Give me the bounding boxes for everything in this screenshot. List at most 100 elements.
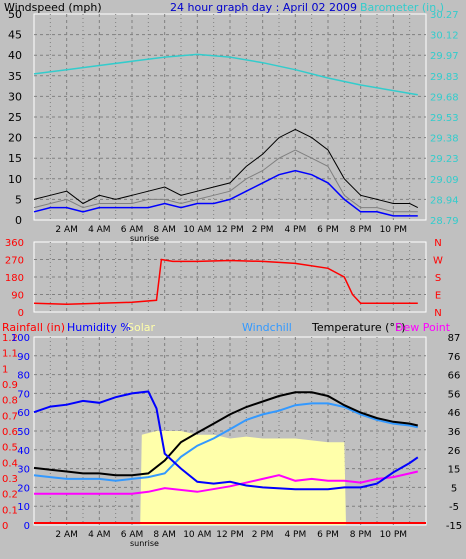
humidity-axis-title: Humidity % (67, 321, 131, 334)
series-line-dew-point (34, 470, 419, 495)
wind-panel-y2-ticks: 30.27 30.12 29.97 29.83 29.68 29.53 29.38 29.23… (430, 10, 459, 227)
series-line-wind-direction (33, 258, 418, 305)
temperature-tick-label: 5 (451, 483, 457, 494)
y2-tick-label: 29.53 (430, 113, 459, 124)
humidity-tick-label: 0 (24, 521, 30, 532)
x-tick-label: 12 PM (216, 225, 244, 235)
y2-tick-label: 29.38 (430, 134, 459, 145)
temperature-tick-label: 66 (448, 371, 461, 382)
y-tick-label: 180 (5, 273, 24, 284)
y-tick-label: 45 (8, 29, 22, 42)
temperature-tick-label: 87 (448, 333, 461, 344)
rain-tick-label: 1.1 (2, 349, 18, 360)
x-tick-label: 6 AM (121, 530, 144, 540)
y2-tick-label: 30.12 (430, 31, 459, 42)
humidity-tick-label: 60 (17, 408, 30, 419)
temperature-tick-label: 36 (448, 427, 461, 438)
series-line-barometer (33, 53, 418, 96)
y-tick-label: 5 (15, 193, 22, 206)
x-tick-label: 10 PM (380, 225, 408, 235)
y2-tick-label: 29.68 (430, 92, 459, 103)
compass-tick-label: N (434, 238, 441, 249)
direction-panel-plot (33, 241, 427, 313)
x-tick-label: 6 PM (317, 225, 339, 235)
temperature-tick-label: 26 (448, 446, 461, 457)
series-line-windchill (33, 402, 419, 482)
rain-tick-label: 0.1 (2, 505, 18, 516)
y-tick-label: 20 (8, 132, 22, 145)
y2-tick-label: 29.09 (430, 175, 459, 186)
direction-panel-grid (34, 242, 426, 312)
y-tick-label: 360 (5, 238, 24, 249)
rain-tick-label: 1 (2, 364, 8, 375)
rainfall-axis-title: Rainfall (in) (2, 321, 65, 334)
y-tick-label: 30 (8, 90, 22, 103)
x-tick-label: 8 PM (350, 530, 372, 540)
series-line-gust (33, 128, 419, 209)
dewpoint-legend: Dew Point (395, 321, 451, 334)
wind-panel-grid (34, 14, 426, 220)
rain-tick-label: 0 (2, 521, 8, 532)
x-tick-label: 10 PM (380, 530, 408, 540)
x-tick-label: 2 AM (55, 225, 78, 235)
y2-tick-label: 28.94 (430, 195, 459, 206)
x-tick-label: 8 AM (153, 530, 176, 540)
y2-tick-label: 29.83 (430, 72, 459, 83)
y-tick-label: 15 (8, 152, 22, 165)
y-tick-label: 35 (8, 70, 22, 83)
y-tick-label: 90 (11, 291, 24, 302)
temperature-tick-label: -5 (449, 502, 459, 513)
direction-panel-marks (33, 258, 418, 305)
wind-panel-marks (33, 53, 419, 217)
rain-tick-label: 0.5 (2, 443, 18, 454)
y2-tick-label: 29.97 (430, 51, 459, 62)
solar-legend: Solar (127, 321, 156, 334)
temperature-axis-title: Temperature (°F) (311, 321, 406, 334)
y-tick-label: 40 (8, 49, 22, 62)
humidity-tick-label: 30 (17, 465, 30, 476)
sunrise-label-1: sunrise (130, 234, 159, 243)
x-tick-label: 2 AM (55, 530, 78, 540)
x-tick-label: 10 AM (183, 530, 211, 540)
temperature-tick-label: 56 (448, 389, 461, 400)
rain-tick-label: 0.6 (2, 427, 18, 438)
temperature-tick-label: 46 (448, 408, 461, 419)
sunrise-label-2: sunrise (130, 539, 159, 548)
windspeed-axis-title: Windspeed (mph) (4, 1, 102, 14)
series-line-wind-speed (33, 149, 418, 213)
rain-tick-label: 0.9 (2, 380, 18, 391)
compass-tick-label: W (433, 256, 443, 267)
compass-tick-label: N (434, 308, 441, 319)
temperature-panel-marks (33, 390, 426, 525)
y2-tick-label: 28.79 (430, 216, 459, 227)
humidity-tick-label: 40 (17, 446, 30, 457)
wind-panel-x-ticks: 2 AM 4 AM 6 AM 8 AM 10 AM 12 PM 2 PM 4 PM 6 PM 8 … (55, 225, 407, 235)
y-tick-label: 10 (8, 173, 22, 186)
y2-tick-label: 29.23 (430, 154, 459, 165)
chart-title: 24 hour graph day : April 02 2009 (170, 1, 357, 14)
humidity-tick-label: 70 (17, 389, 30, 400)
x-tick-label: 8 AM (153, 225, 176, 235)
y-tick-label: 25 (8, 111, 22, 124)
y-tick-label: 0 (15, 214, 22, 227)
temperature-tick-label: -15 (446, 521, 462, 532)
rain-tick-label: 0.2 (2, 490, 18, 501)
x-tick-label: 2 PM (252, 225, 274, 235)
series-area-solar (34, 431, 418, 525)
series-line-temperature (33, 391, 419, 477)
rainfall-axis-ticks: 1.2 1.1 1 0.9 0.8 0.7 0.6 0.5 0.4 0.3 0.2 0.1 0 (2, 333, 18, 532)
temperature-tick-label: 15 (448, 465, 461, 476)
humidity-tick-label: 100 (11, 333, 30, 344)
rain-tick-label: 1.2 (2, 333, 18, 344)
temperature-tick-label: 76 (448, 352, 461, 363)
x-tick-label: 2 PM (252, 530, 274, 540)
humidity-tick-label: 10 (17, 502, 30, 513)
y-tick-label: 0 (18, 308, 24, 319)
rain-tick-label: 0.3 (2, 474, 18, 485)
humidity-tick-label: 80 (17, 371, 30, 382)
x-tick-label: 6 PM (317, 530, 339, 540)
